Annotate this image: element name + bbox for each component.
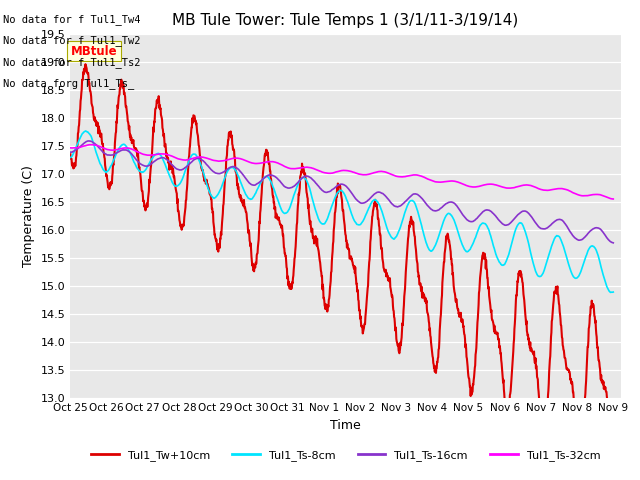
Tul1_Ts-32cm: [175, 156, 182, 162]
Tul1_Tw+10cm: [576, 453, 584, 459]
Tul1_Ts-32cm: [497, 184, 505, 190]
Tul1_Ts-8cm: [248, 196, 256, 202]
Line: Tul1_Ts-8cm: Tul1_Ts-8cm: [70, 131, 613, 292]
Legend: Tul1_Tw+10cm, Tul1_Ts-8cm, Tul1_Ts-16cm, Tul1_Ts-32cm: Tul1_Tw+10cm, Tul1_Ts-8cm, Tul1_Ts-16cm,…: [86, 446, 605, 466]
Tul1_Ts-32cm: [88, 142, 96, 147]
Tul1_Tw+10cm: [248, 263, 256, 268]
Text: No data for f Tul1_Ts2: No data for f Tul1_Ts2: [3, 57, 141, 68]
Text: MBtule: MBtule: [70, 45, 117, 58]
Tul1_Ts-32cm: [609, 196, 617, 202]
Tul1_Ts-32cm: [188, 156, 195, 162]
Tul1_Ts-16cm: [609, 240, 617, 246]
Tul1_Tw+10cm: [67, 151, 74, 157]
Tul1_Ts-8cm: [188, 153, 195, 158]
Tul1_Ts-32cm: [67, 145, 74, 151]
Line: Tul1_Tw+10cm: Tul1_Tw+10cm: [70, 64, 613, 456]
Tul1_Ts-8cm: [607, 289, 614, 295]
Tul1_Ts-8cm: [426, 248, 434, 253]
Tul1_Ts-8cm: [82, 128, 90, 134]
Tul1_Ts-8cm: [497, 262, 505, 267]
Tul1_Tw+10cm: [426, 333, 434, 338]
Tul1_Tw+10cm: [175, 207, 182, 213]
Tul1_Ts-16cm: [248, 182, 256, 188]
Tul1_Tw+10cm: [497, 357, 505, 363]
Text: No data for f Tul1_Tw2: No data for f Tul1_Tw2: [3, 35, 141, 46]
Tul1_Ts-16cm: [84, 138, 92, 144]
X-axis label: Time: Time: [330, 419, 361, 432]
Line: Tul1_Ts-32cm: Tul1_Ts-32cm: [70, 144, 613, 199]
Tul1_Ts-16cm: [497, 220, 505, 226]
Tul1_Tw+10cm: [188, 124, 195, 130]
Tul1_Ts-32cm: [248, 160, 256, 166]
Tul1_Ts-16cm: [175, 167, 182, 172]
Title: MB Tule Tower: Tule Temps 1 (3/1/11-3/19/14): MB Tule Tower: Tule Temps 1 (3/1/11-3/19…: [172, 13, 519, 28]
Tul1_Ts-8cm: [67, 155, 74, 160]
Tul1_Ts-8cm: [175, 182, 182, 188]
Tul1_Tw+10cm: [609, 451, 617, 457]
Tul1_Ts-32cm: [609, 196, 617, 202]
Text: No data for f Tul1_Tw4: No data for f Tul1_Tw4: [3, 13, 141, 24]
Tul1_Ts-16cm: [426, 206, 434, 212]
Line: Tul1_Ts-16cm: Tul1_Ts-16cm: [70, 141, 613, 243]
Tul1_Tw+10cm: [82, 61, 90, 67]
Y-axis label: Temperature (C): Temperature (C): [22, 165, 35, 267]
Tul1_Ts-8cm: [609, 289, 617, 295]
Tul1_Ts-8cm: [545, 251, 553, 257]
Tul1_Tw+10cm: [545, 370, 553, 375]
Tul1_Ts-32cm: [426, 177, 434, 183]
Tul1_Ts-16cm: [67, 149, 74, 155]
Tul1_Ts-16cm: [188, 159, 195, 165]
Tul1_Ts-32cm: [545, 187, 553, 193]
Tul1_Ts-16cm: [545, 224, 553, 229]
Text: No data forg Tul1_Ts_: No data forg Tul1_Ts_: [3, 78, 134, 89]
